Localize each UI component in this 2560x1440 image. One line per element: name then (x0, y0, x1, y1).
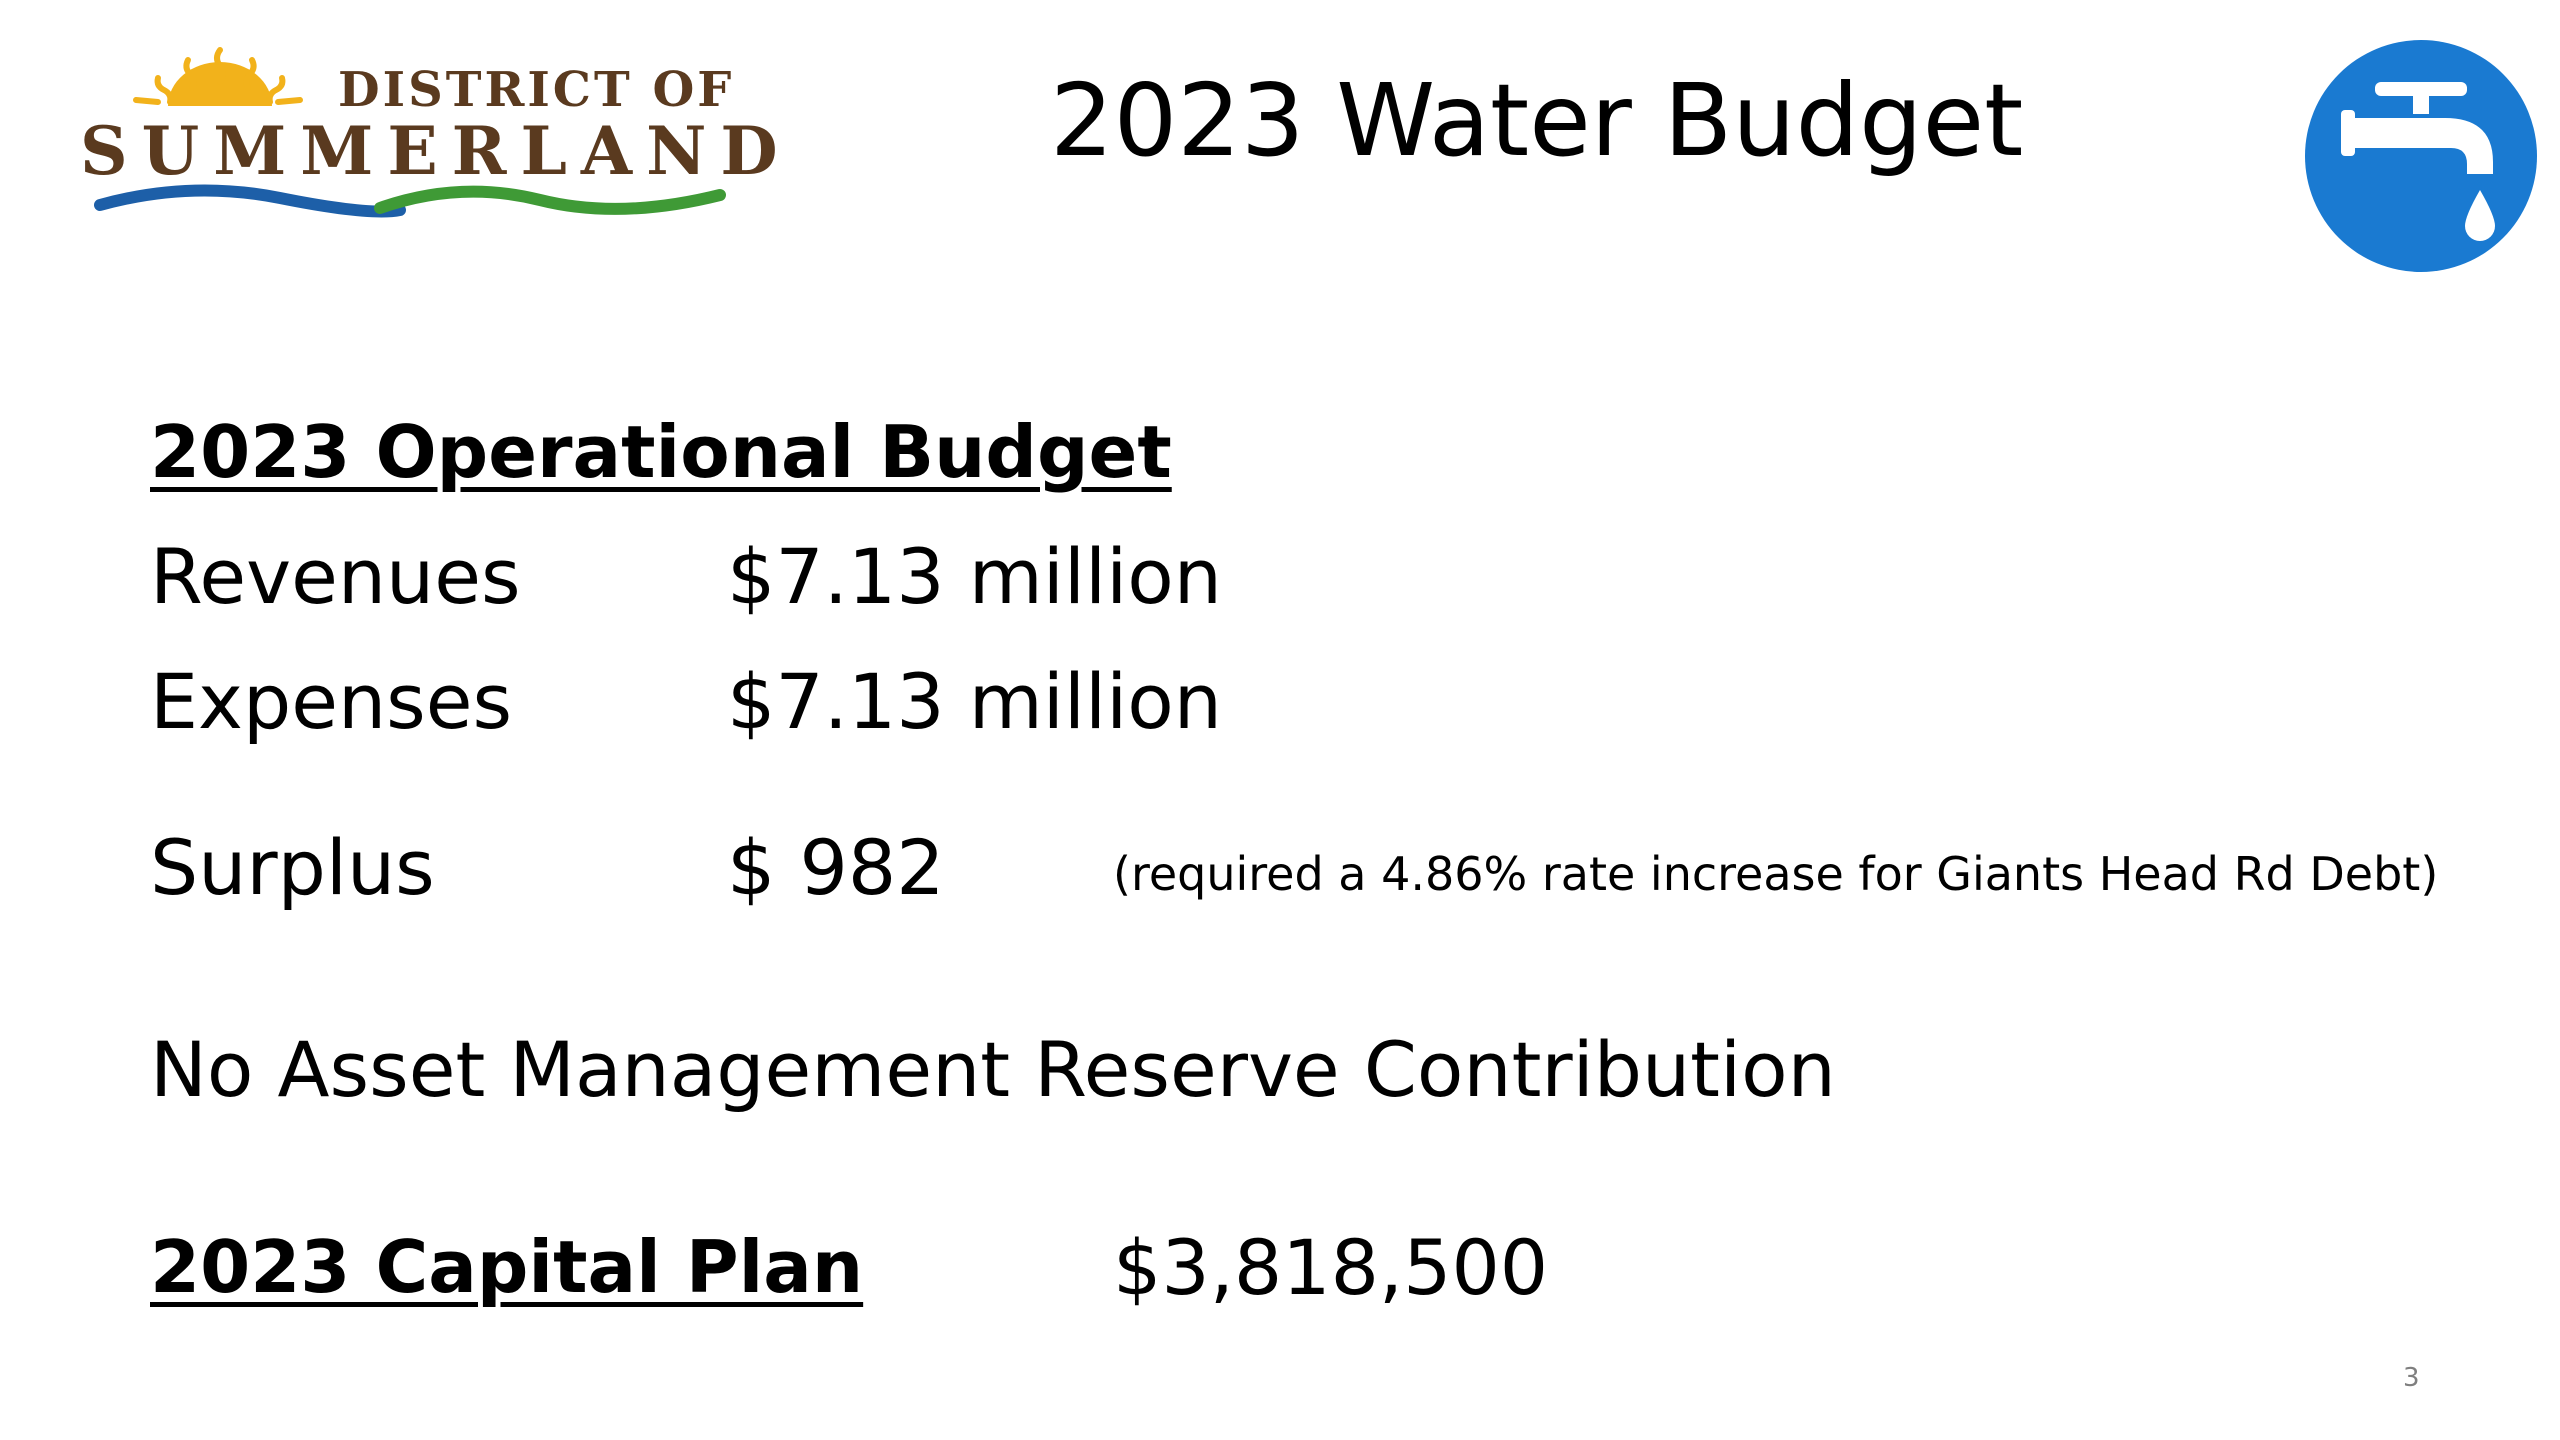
slide-title: 2023 Water Budget (1050, 62, 2024, 179)
logo-district-of: DISTRICT OF (338, 62, 735, 118)
operational-budget-heading: 2023 Operational Budget (150, 410, 1172, 494)
reserve-statement: No Asset Management Reserve Contribution (150, 1025, 1836, 1114)
expenses-value: $7.13 million (727, 657, 1222, 746)
logo-summerland: SUMMERLAND (80, 112, 792, 190)
surplus-value: $ 982 (727, 823, 945, 912)
district-logo: DISTRICT OF SUMMERLAND (80, 20, 778, 250)
surplus-label: Surplus (150, 823, 435, 912)
revenues-label: Revenues (150, 532, 521, 621)
capital-plan-heading: 2023 Capital Plan (150, 1225, 864, 1309)
capital-plan-value: $3,818,500 (1113, 1223, 1549, 1312)
water-faucet-icon (2305, 40, 2537, 272)
revenues-value: $7.13 million (727, 532, 1222, 621)
page-number: 3 (2403, 1363, 2420, 1393)
surplus-note: (required a 4.86% rate increase for Gian… (1113, 847, 2439, 901)
sun-waves-graphic (94, 47, 726, 218)
expenses-label: Expenses (150, 657, 513, 746)
